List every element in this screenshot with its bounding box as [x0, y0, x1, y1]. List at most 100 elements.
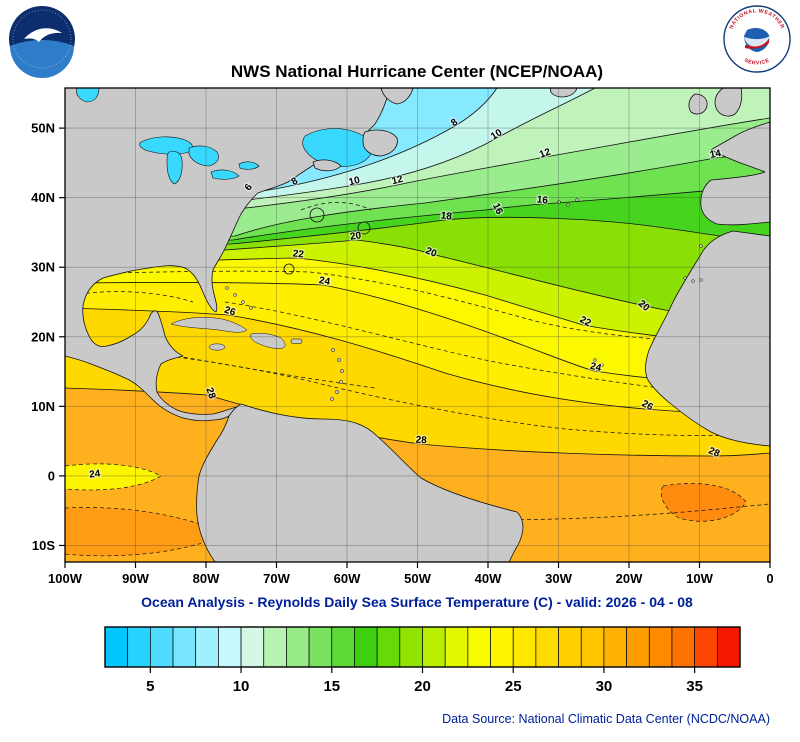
james-bay — [76, 88, 100, 103]
cape-verde-islands — [600, 363, 604, 367]
lesser-antilles — [331, 348, 335, 352]
data-source-note: Data Source: National Climatic Data Cent… — [442, 712, 770, 726]
latitude-tick-label: 0 — [48, 468, 55, 483]
colorbar-cell — [716, 626, 741, 668]
lesser-antilles — [339, 380, 343, 384]
colorbar-cell — [127, 626, 151, 668]
africa-landmass — [645, 230, 770, 447]
equatorial-upwelling-tongue — [65, 463, 162, 491]
latitude-tick-label: 30N — [31, 260, 55, 275]
contour-label: 16 — [536, 194, 549, 206]
latitude-tick-label: 50N — [31, 121, 55, 136]
canary-islands — [699, 278, 703, 282]
canary-islands — [691, 279, 695, 283]
latitude-tick-label: 40N — [31, 190, 55, 205]
longitude-tick-label: 60W — [334, 571, 361, 586]
colorbar-cell — [308, 626, 333, 668]
latitude-axis: 50N 40N 30N 20N 10N 0 10S — [31, 121, 65, 553]
colorbar-cell — [444, 626, 469, 668]
colorbar-tick-label: 10 — [233, 678, 250, 695]
nws-logo-bottom-text: SERVICE — [743, 57, 771, 66]
grid-lines — [65, 88, 770, 562]
colorbar: 5 10 15 20 25 30 35 — [104, 626, 741, 695]
longitude-axis: 100W 90W 80W 70W 60W 50W 40W 30W 20W 10W 0 — [48, 562, 774, 586]
longitude-tick-label: 0 — [766, 571, 773, 586]
puerto-rico-island — [290, 338, 303, 344]
latitude-tick-label: 20N — [31, 329, 55, 344]
colorbar-cell — [490, 626, 514, 668]
contour-label: 12 — [391, 174, 405, 187]
figure-title: NWS National Hurricane Center (NCEP/NOAA… — [231, 62, 603, 81]
colorbar-tick-label: 5 — [146, 678, 154, 695]
cuba-island — [170, 317, 248, 333]
europe-landmass — [700, 121, 770, 226]
colorbar-cell — [671, 626, 695, 668]
cape-verde-islands — [593, 358, 597, 362]
longitude-tick-label: 80W — [193, 571, 220, 586]
latitude-tick-label: 10S — [32, 538, 55, 553]
bahamas — [249, 306, 253, 310]
eddy-contour — [283, 263, 295, 275]
lake-michigan — [166, 150, 183, 185]
madeira — [699, 244, 703, 248]
longitude-tick-label: 90W — [122, 571, 149, 586]
colorbar-cell — [603, 626, 627, 668]
longitude-tick-label: 40W — [475, 571, 502, 586]
colorbar-cell — [535, 626, 559, 668]
lake-huron — [188, 145, 219, 167]
noaa-gull-icon — [24, 28, 62, 42]
canary-islands — [683, 276, 687, 280]
longitude-tick-label: 70W — [263, 571, 290, 586]
longitude-tick-label: 20W — [616, 571, 643, 586]
colorbar-cell — [467, 626, 491, 668]
latitude-tick-label: 10N — [31, 399, 55, 414]
nova-scotia — [312, 159, 342, 172]
contour-label: 28 — [415, 435, 427, 447]
colorbar-cell — [104, 626, 129, 668]
intermediate-isotherm — [176, 355, 376, 389]
intermediate-isotherm — [300, 202, 372, 211]
colorbar-cell — [263, 626, 287, 668]
lesser-antilles — [340, 369, 344, 373]
colorbar-tick-label: 25 — [505, 678, 522, 695]
nws-logo-bottom-arc: SERVICE — [743, 57, 770, 66]
great-britain-island — [714, 88, 743, 117]
colorbar-tick-label: 15 — [323, 678, 340, 695]
colorbar-tick-label: 20 — [414, 678, 431, 695]
azores — [566, 203, 570, 207]
lake-erie — [210, 169, 240, 180]
lesser-antilles — [335, 390, 339, 394]
eddy-contour — [357, 221, 371, 235]
colorbar-cell — [626, 626, 650, 668]
isotherm-16 — [65, 184, 770, 243]
colorbar-cell — [376, 626, 401, 668]
colorbar-cell — [694, 626, 718, 668]
colorbar-cell — [331, 626, 355, 668]
colorbar-cell — [286, 626, 310, 668]
noaa-logo — [9, 6, 75, 78]
contour-label: 26 — [223, 305, 237, 319]
longitude-tick-label: 50W — [404, 571, 431, 586]
colorbar-cell — [172, 626, 197, 668]
longitude-tick-label: 10W — [686, 571, 713, 586]
contour-label: 24 — [318, 275, 331, 288]
colorbar-tick-label: 35 — [686, 678, 703, 695]
bahamas — [241, 300, 245, 304]
isotherm-26 — [65, 307, 770, 417]
azores — [557, 200, 561, 204]
contour-label: 22 — [292, 248, 305, 260]
ireland-island — [688, 93, 708, 115]
contour-label: 10 — [348, 175, 362, 188]
colorbar-cell — [354, 626, 378, 668]
greenland-tip — [380, 88, 414, 105]
noaa-logo-text-ring — [12, 9, 72, 69]
contour-label: 24 — [589, 361, 603, 374]
contour-label: 28 — [203, 386, 217, 400]
isotherm-14 — [65, 151, 770, 239]
colorbar-cell — [580, 626, 605, 668]
longitude-tick-label: 100W — [48, 571, 83, 586]
colorbar-cell — [240, 626, 265, 668]
